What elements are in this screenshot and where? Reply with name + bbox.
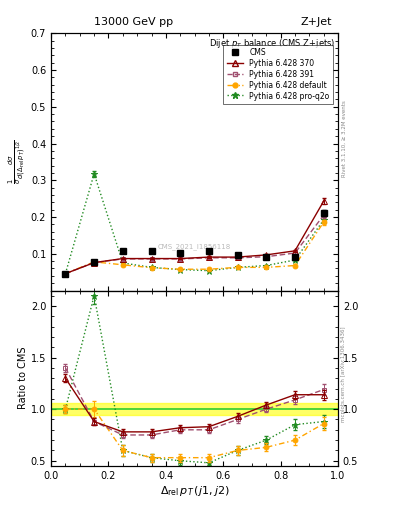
Text: Rivet 3.1.10, ≥ 3.2M events: Rivet 3.1.10, ≥ 3.2M events <box>342 100 346 177</box>
Text: mcplots.cern.ch [arXiv:1306.3436]: mcplots.cern.ch [arXiv:1306.3436] <box>342 326 346 421</box>
Text: CMS_2021_I1856118: CMS_2021_I1856118 <box>158 243 231 250</box>
Y-axis label: Ratio to CMS: Ratio to CMS <box>18 347 28 410</box>
Text: Z+Jet: Z+Jet <box>301 17 332 27</box>
X-axis label: $\Delta_{\rm rel}\,p_T\,(j1,j2)$: $\Delta_{\rm rel}\,p_T\,(j1,j2)$ <box>160 483 230 498</box>
Text: Dijet $p_T$ balance (CMS Z+jets): Dijet $p_T$ balance (CMS Z+jets) <box>209 37 335 50</box>
Text: 13000 GeV pp: 13000 GeV pp <box>94 17 173 27</box>
Legend: CMS, Pythia 6.428 370, Pythia 6.428 391, Pythia 6.428 default, Pythia 6.428 pro-: CMS, Pythia 6.428 370, Pythia 6.428 391,… <box>224 45 333 103</box>
Y-axis label: $\frac{1}{\sigma}\frac{d\sigma}{d(\Delta_{\rm rel}\,p_T)^{1/2}}$: $\frac{1}{\sigma}\frac{d\sigma}{d(\Delta… <box>7 140 28 184</box>
Bar <box>51 403 338 415</box>
